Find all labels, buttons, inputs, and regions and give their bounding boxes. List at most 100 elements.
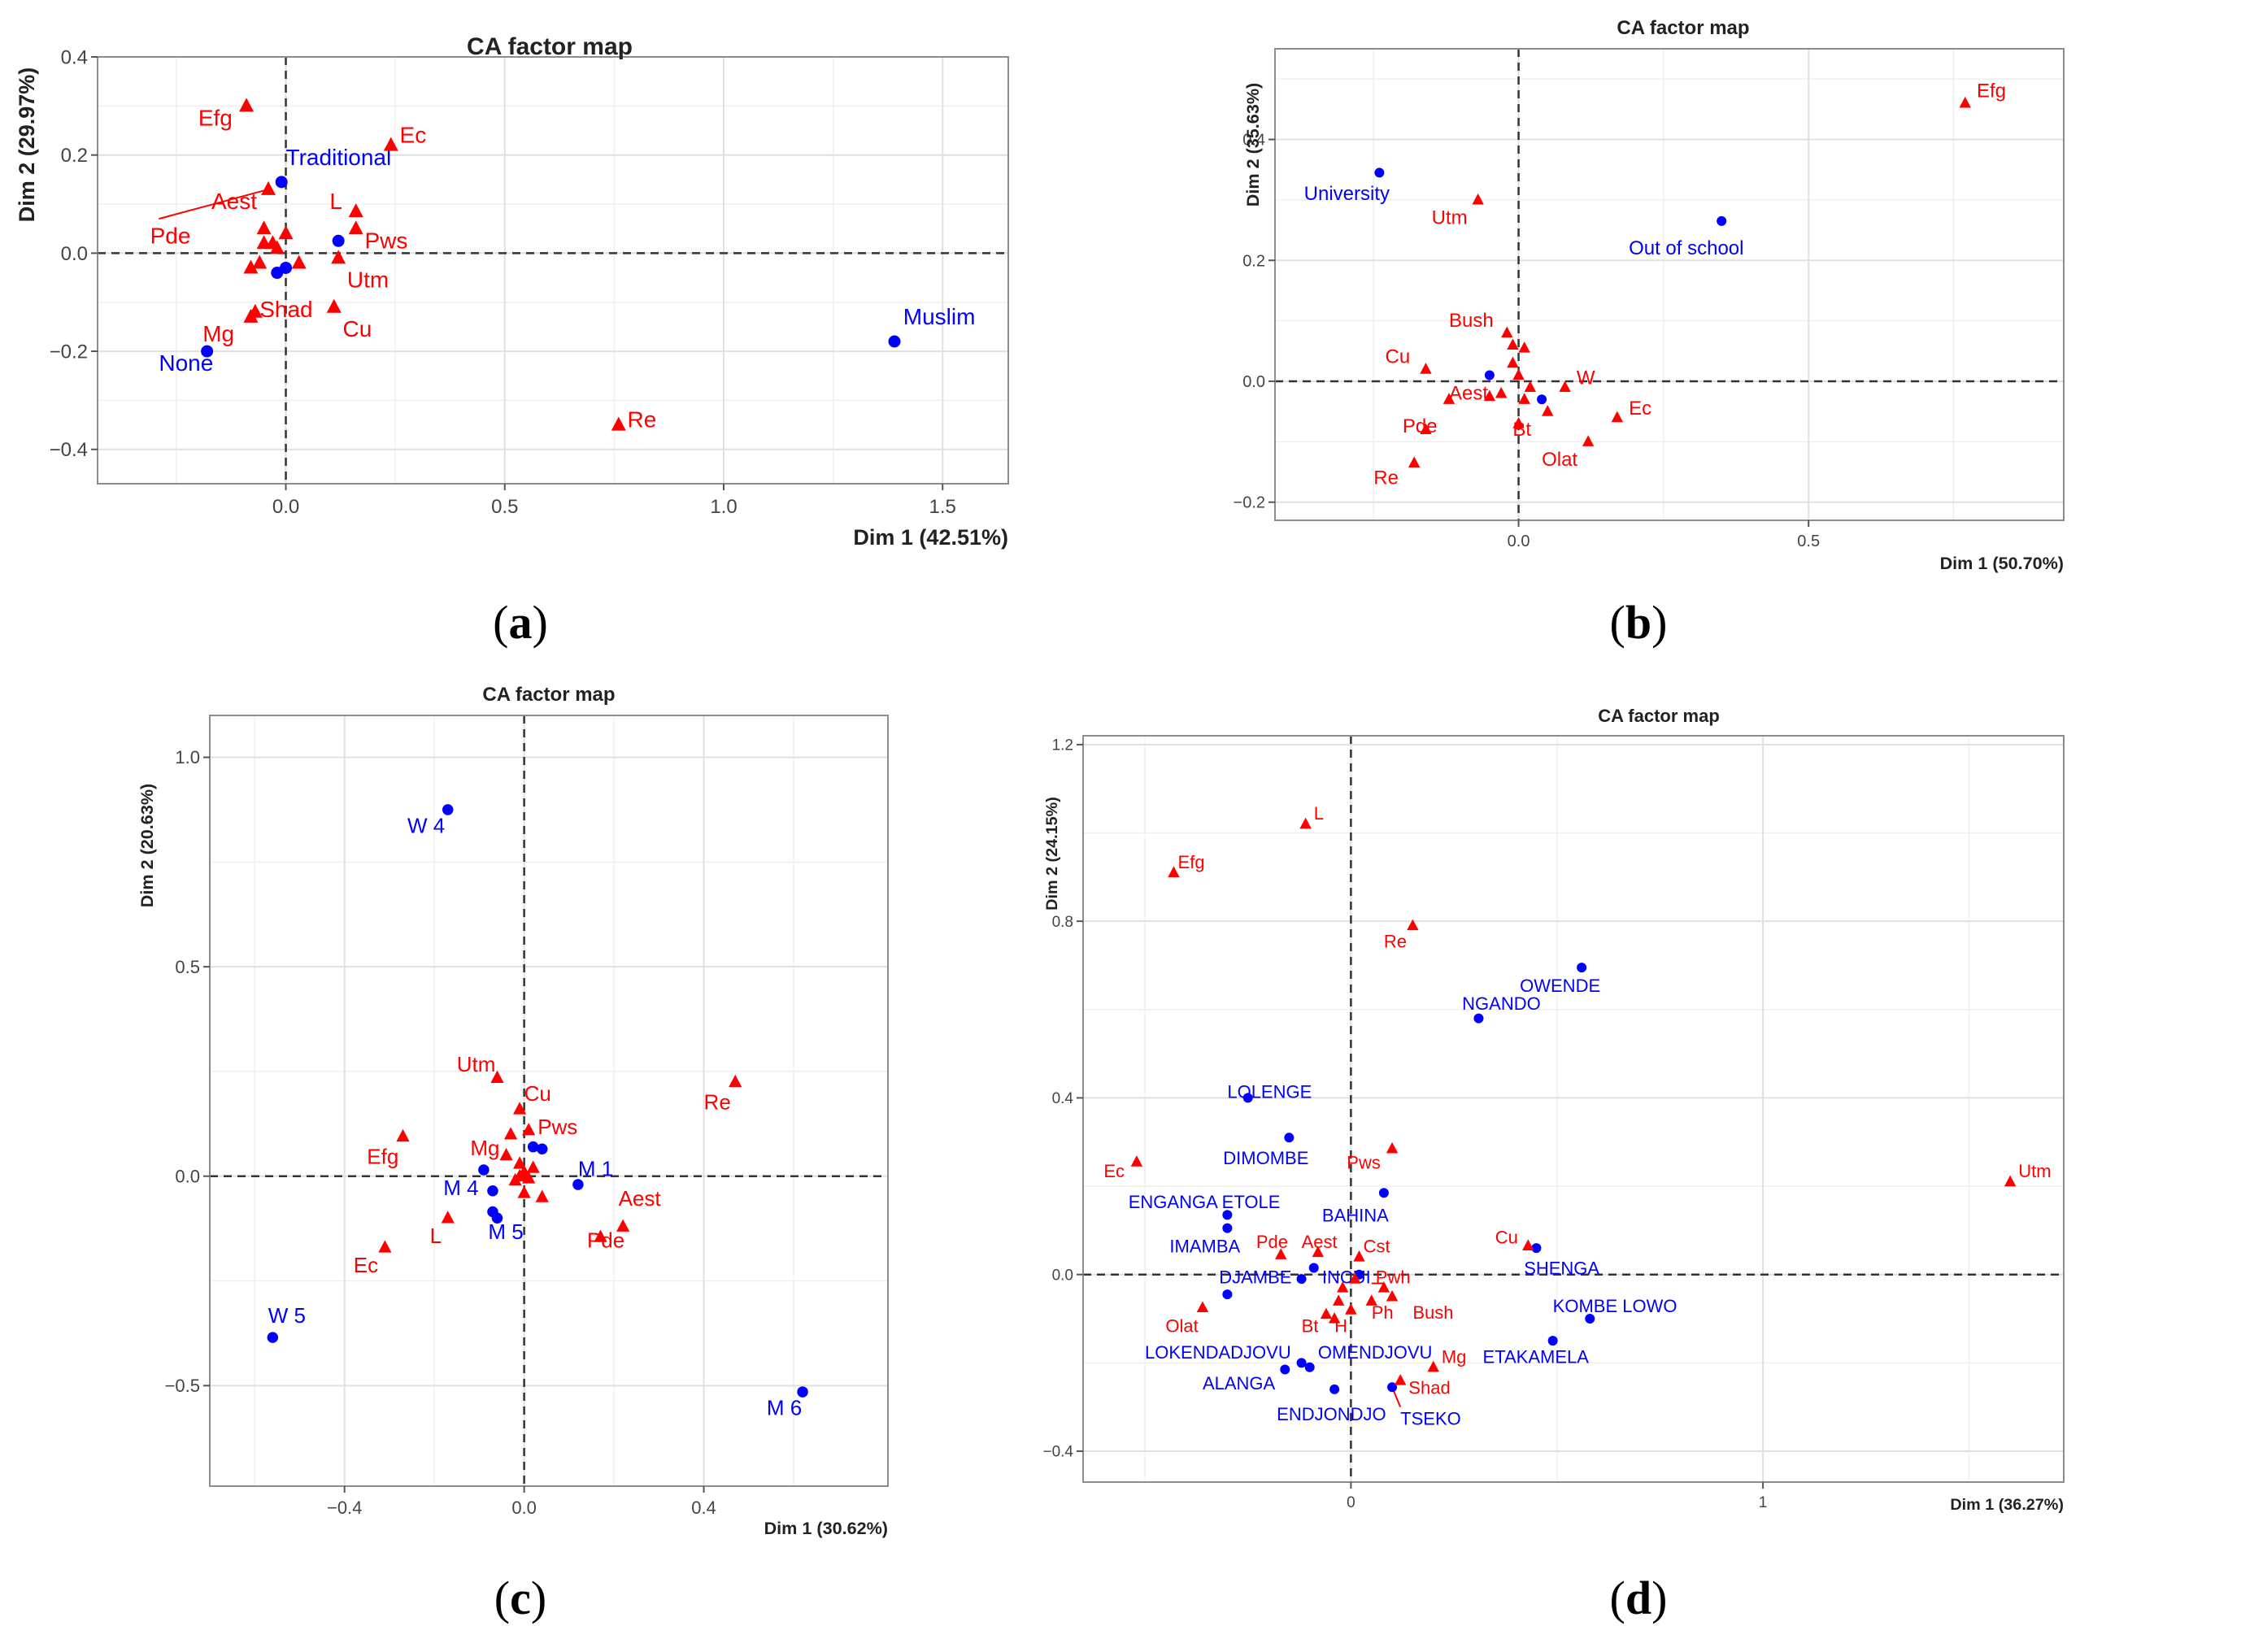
col-point-marker bbox=[616, 1219, 630, 1232]
col-point-marker bbox=[1542, 405, 1554, 416]
row-point-label: OMENDJOVU bbox=[1318, 1342, 1433, 1363]
col-point-marker bbox=[1495, 386, 1508, 398]
row-point-marker bbox=[527, 1141, 539, 1153]
col-point-marker bbox=[378, 1240, 392, 1253]
y-tick-label: 1.2 bbox=[1052, 737, 1073, 754]
x-axis-label: Dim 1 (50.70%) bbox=[1940, 553, 2064, 573]
row-point-marker bbox=[267, 1332, 279, 1343]
col-point-label: Cu bbox=[343, 316, 372, 341]
col-point-label: Pde bbox=[150, 223, 191, 248]
col-point-marker bbox=[1386, 1289, 1399, 1302]
row-point-marker bbox=[1304, 1362, 1315, 1372]
x-tick-label: 0.5 bbox=[1797, 533, 1820, 550]
col-point-marker bbox=[1168, 866, 1180, 877]
y-tick-label: −0.2 bbox=[50, 341, 88, 363]
row-point-label: W 5 bbox=[268, 1303, 306, 1328]
chart-title: CA factor map bbox=[1617, 17, 1749, 39]
row-point-marker bbox=[1585, 1314, 1595, 1324]
plot-background bbox=[1083, 736, 2064, 1482]
col-point-label: Re bbox=[1384, 932, 1407, 952]
row-point-marker bbox=[478, 1164, 490, 1176]
col-point-label: Olat bbox=[1542, 449, 1577, 471]
col-point-marker bbox=[441, 1211, 455, 1224]
col-point-label: Cst bbox=[1364, 1237, 1390, 1257]
row-point-label: NGANDO bbox=[1462, 993, 1541, 1014]
col-point-marker bbox=[1443, 393, 1456, 404]
plot-background bbox=[210, 715, 888, 1486]
y-axis-label: Dim 2 (20.63%) bbox=[137, 784, 157, 907]
col-point-marker bbox=[243, 259, 259, 274]
col-point-marker bbox=[1522, 1239, 1534, 1250]
row-point-marker bbox=[1537, 394, 1547, 405]
chart-title: CA factor map bbox=[1598, 706, 1720, 726]
col-point-label: Shad bbox=[1408, 1377, 1450, 1398]
plot-frame bbox=[1274, 48, 2065, 521]
col-point-label: Efg bbox=[1977, 80, 2006, 102]
factor-map-panel-a: 0.0 0.5 1.0 1.5 −0.4 −0.2 0.0 0.2 0.4 CA factor m… bbox=[15, 33, 1009, 649]
x-tick-label: −0.4 bbox=[327, 1498, 362, 1518]
plot-background bbox=[98, 57, 1008, 484]
row-point-marker bbox=[1531, 1243, 1542, 1254]
col-point-marker bbox=[278, 225, 294, 240]
row-point-label: TSEKO bbox=[1400, 1408, 1461, 1428]
y-tick-label: 0.0 bbox=[1052, 1267, 1073, 1284]
col-point-label: Shad bbox=[259, 297, 312, 322]
row-point-label: ALANGA bbox=[1203, 1373, 1276, 1393]
row-point-label: DJAMBE bbox=[1219, 1267, 1291, 1288]
col-point-label: Efg bbox=[367, 1144, 398, 1168]
caption-close-paren: ) bbox=[1651, 1572, 1667, 1624]
col-point-marker bbox=[396, 1128, 410, 1142]
col-point-label: Bush bbox=[1449, 310, 1494, 332]
caption-close-paren: ) bbox=[531, 1572, 546, 1624]
col-point-marker bbox=[499, 1147, 513, 1161]
col-point-marker bbox=[1420, 423, 1432, 435]
row-point-label: OWENDE bbox=[1520, 976, 1600, 996]
row-point-marker bbox=[1284, 1132, 1295, 1143]
y-axis-label: Dim 2 (29.97%) bbox=[15, 67, 39, 223]
x-tick-label: 0.0 bbox=[272, 496, 299, 518]
col-point-label: Utm bbox=[457, 1052, 496, 1076]
row-point-marker bbox=[1717, 215, 1727, 226]
x-tick-label: 0.4 bbox=[691, 1498, 716, 1518]
row-point-label: Out of school bbox=[1629, 237, 1743, 259]
row-point-label: BAHINA bbox=[1322, 1206, 1389, 1226]
row-point-marker bbox=[1484, 370, 1495, 380]
label-connector-line bbox=[159, 188, 269, 220]
y-axis-label: Dim 2 (35.63%) bbox=[1242, 83, 1263, 206]
col-point-marker bbox=[252, 254, 268, 269]
y-tick-label: 1.0 bbox=[175, 747, 200, 767]
col-point-marker bbox=[1407, 919, 1419, 931]
col-point-marker bbox=[1275, 1248, 1287, 1259]
caption-open-paren: ( bbox=[1610, 1572, 1625, 1624]
row-point-marker bbox=[487, 1185, 498, 1197]
col-point-label: Efg bbox=[198, 105, 233, 130]
col-point-marker bbox=[2004, 1175, 2017, 1187]
row-point-label: M 4 bbox=[443, 1176, 478, 1200]
x-tick-label: 1.0 bbox=[710, 496, 737, 518]
plot-frame bbox=[209, 715, 889, 1487]
row-point-marker bbox=[1242, 1093, 1253, 1103]
x-axis-label: Dim 1 (42.51%) bbox=[853, 525, 1008, 550]
col-point-label: Utm bbox=[2018, 1161, 2051, 1181]
col-point-label: Pde bbox=[1256, 1232, 1288, 1252]
y-tick-label: 0.4 bbox=[1052, 1090, 1074, 1107]
y-tick-label: 0.2 bbox=[1242, 252, 1265, 270]
row-point-marker bbox=[1374, 167, 1385, 178]
panel-caption: (c) bbox=[494, 1572, 546, 1624]
col-point-label: W bbox=[1577, 367, 1595, 389]
x-tick-label: 0.0 bbox=[511, 1498, 537, 1518]
col-point-label: Ec bbox=[354, 1253, 378, 1277]
y-tick-label: 0.0 bbox=[1242, 373, 1265, 391]
row-point-label: ETAKAMELA bbox=[1483, 1346, 1590, 1367]
row-point-label: M 5 bbox=[488, 1219, 523, 1244]
row-point-marker bbox=[275, 176, 288, 189]
row-point-label: Muslim bbox=[903, 304, 976, 329]
row-point-marker bbox=[797, 1386, 808, 1398]
y-tick-label: 0.4 bbox=[1242, 132, 1265, 150]
col-point-label: Utm bbox=[1432, 207, 1468, 229]
col-point-label: Olat bbox=[1165, 1315, 1198, 1336]
row-point-label: KOMBE LOWO bbox=[1553, 1296, 1677, 1316]
y-axis-label: Dim 2 (24.15%) bbox=[1043, 797, 1061, 911]
row-point-marker bbox=[1222, 1223, 1233, 1233]
col-point-label: Re bbox=[628, 407, 657, 433]
